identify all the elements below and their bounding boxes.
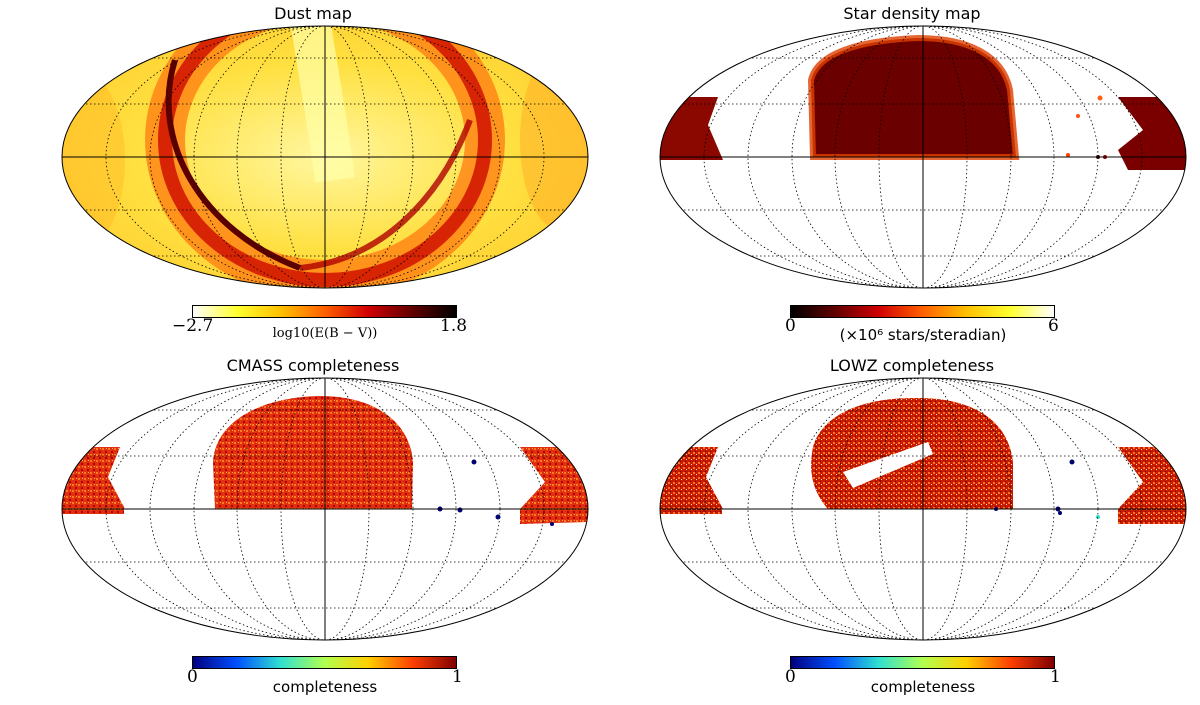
panel-star-density-map: Star density map: [598, 0, 1200, 352]
panel-dust-map: Dust map: [0, 0, 600, 352]
colorbar-axis-label: completeness: [272, 678, 378, 696]
panel-title: Dust map: [274, 4, 352, 23]
colorbar-axis-label: (×10⁶ stars/steradian): [839, 326, 1007, 344]
colorbar-max-label: 6: [1048, 316, 1059, 336]
panel-title: LOWZ completeness: [829, 356, 995, 375]
cmass-projection: [61, 377, 589, 641]
colorbar-min-label: 0: [785, 316, 796, 336]
colorbar-min-label: −2.7: [172, 316, 214, 336]
cmass-colorbar: [192, 656, 457, 669]
colorbar-max-label: 1: [452, 667, 463, 687]
colorbar-min-label: 0: [187, 667, 198, 687]
dust-colorbar: [192, 305, 457, 318]
star-density-colorbar: [790, 305, 1055, 318]
panel-title: Star density map: [843, 4, 981, 23]
colorbar-max-label: 1.8: [440, 316, 468, 336]
colorbar-max-label: 1: [1050, 667, 1061, 687]
panel-cmass-completeness: CMASS completeness: [0, 352, 600, 705]
panel-lowz-completeness: LOWZ completeness: [598, 352, 1200, 705]
dust-map-projection: [61, 25, 589, 289]
colorbar-min-label: 0: [785, 667, 796, 687]
lowz-colorbar: [790, 656, 1055, 669]
colorbar-axis-label: log10(E(B − V)): [272, 326, 378, 341]
star-density-projection: [659, 25, 1187, 289]
panel-title: CMASS completeness: [226, 356, 400, 375]
lowz-projection: [659, 377, 1187, 641]
colorbar-axis-label: completeness: [870, 678, 976, 696]
